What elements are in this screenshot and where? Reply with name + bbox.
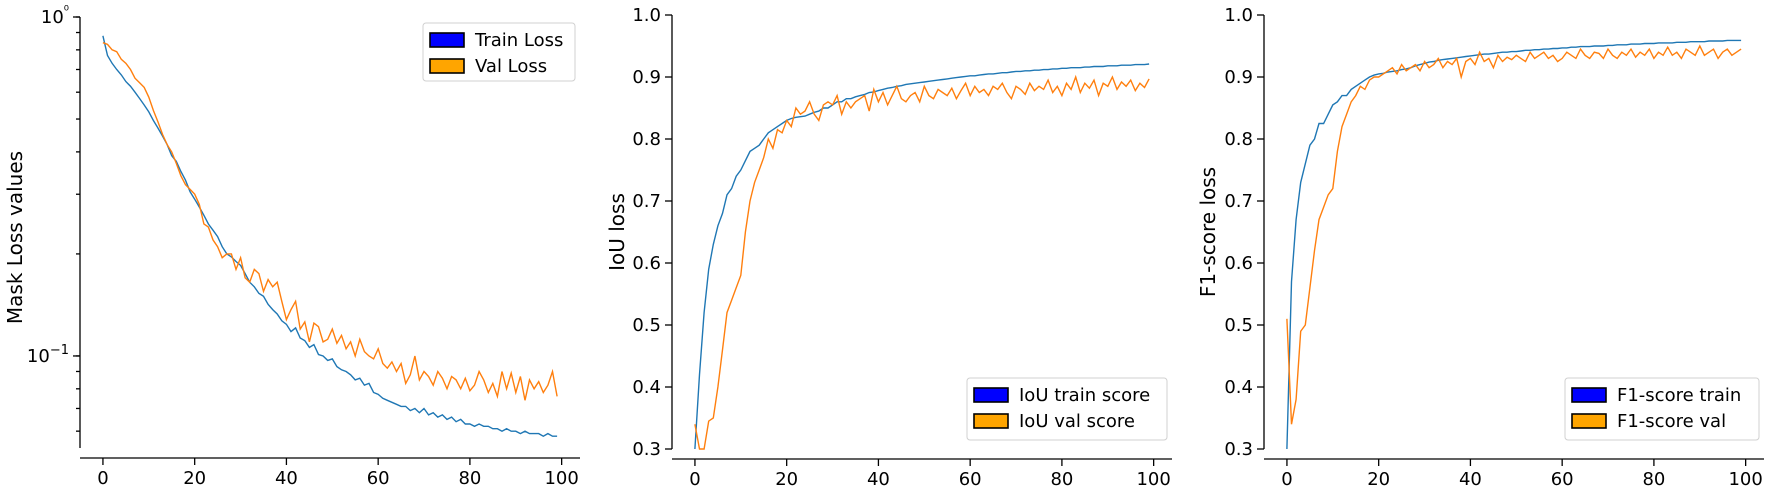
x-tick-label: 0	[1281, 469, 1292, 490]
legend-frame	[1564, 377, 1760, 441]
y-tick-label: 0.5	[1224, 315, 1253, 336]
legend: Train Loss Val Loss	[422, 22, 576, 82]
legend-label-2: Val Loss	[475, 56, 547, 77]
series-line-2	[102, 42, 558, 401]
series-line-1	[102, 35, 558, 438]
legend-label-1: Train Loss	[474, 30, 563, 51]
y-tick-label: 0.7	[1224, 191, 1253, 212]
x-tick-label: 100	[1728, 469, 1762, 490]
legend-swatch-1	[973, 387, 1009, 403]
x-tick-label: 100	[544, 468, 578, 489]
y-tick-label: 0.7	[632, 191, 661, 212]
y-tick-label: 1.0	[632, 5, 661, 26]
x-tick-label: 80	[458, 468, 481, 489]
series-line-1	[694, 63, 1150, 450]
legend-swatch-2	[973, 413, 1009, 429]
y-tick-label: 0.8	[632, 129, 661, 150]
y-tick-label: 0.3	[1224, 439, 1253, 460]
x-tick-label: 60	[367, 468, 390, 489]
chart-2: 0.3 0.4 0.5 0.6 0.7 0.8 0.9 1.0 0 20 40 60 80 100 IoU …	[605, 5, 1172, 490]
y-tick-label: 10⁰	[41, 4, 69, 28]
x-tick-label: 60	[1551, 469, 1574, 490]
legend-label-2: IoU val score	[1019, 411, 1135, 432]
x-tick-label: 40	[1459, 469, 1482, 490]
x-tick-label: 0	[689, 469, 700, 490]
x-tick-label: 80	[1050, 469, 1073, 490]
y-tick-label: 0.9	[1224, 67, 1253, 88]
chart-3: 0.3 0.4 0.5 0.6 0.7 0.8 0.9 1.0 0 20 40 60 80 100 F1-s…	[1196, 5, 1764, 490]
x-tick-label: 0	[97, 468, 108, 489]
legend-swatch-1	[429, 32, 465, 48]
x-tick-label: 20	[775, 469, 798, 490]
chart-1: 10−1 10⁰ 0 20 40 60 80 100 Mask Loss values Train…	[3, 4, 580, 489]
y-tick-label: 0.6	[1224, 253, 1253, 274]
legend: IoU train score IoU val score	[966, 377, 1168, 441]
series-line-1	[1286, 39, 1742, 450]
legend-label-2: F1-score val	[1617, 411, 1726, 432]
legend-swatch-1	[1571, 387, 1607, 403]
legend-label-1: F1-score train	[1617, 385, 1741, 406]
legend-label-1: IoU train score	[1019, 385, 1150, 406]
legend-frame	[966, 377, 1168, 441]
y-tick-label: 0.4	[1224, 377, 1253, 398]
y-tick-label: 0.9	[632, 67, 661, 88]
x-tick-label: 20	[1367, 469, 1390, 490]
x-tick-label: 20	[183, 468, 206, 489]
y-tick-label: 0.3	[632, 439, 661, 460]
x-tick-label: 40	[867, 469, 890, 490]
y-tick-label: 0.4	[632, 377, 661, 398]
series-line-2	[694, 74, 1150, 450]
x-tick-label: 40	[275, 468, 298, 489]
y-tick-label: 10−1	[27, 343, 69, 367]
y-tick-label: 1.0	[1224, 5, 1253, 26]
legend: F1-score train F1-score val	[1564, 377, 1760, 441]
y-tick-label: 0.8	[1224, 129, 1253, 150]
y-axis-label: Mask Loss values	[3, 151, 27, 324]
y-tick-label: 0.5	[632, 315, 661, 336]
x-tick-label: 80	[1642, 469, 1665, 490]
y-tick-label: 0.6	[632, 253, 661, 274]
y-axis-label: IoU loss	[605, 193, 629, 271]
legend-swatch-2	[429, 58, 465, 74]
x-tick-label: 60	[959, 469, 982, 490]
x-tick-label: 100	[1136, 469, 1170, 490]
legend-swatch-2	[1571, 413, 1607, 429]
y-axis-label: F1-score loss	[1196, 167, 1220, 297]
series-line-2	[1286, 44, 1742, 425]
